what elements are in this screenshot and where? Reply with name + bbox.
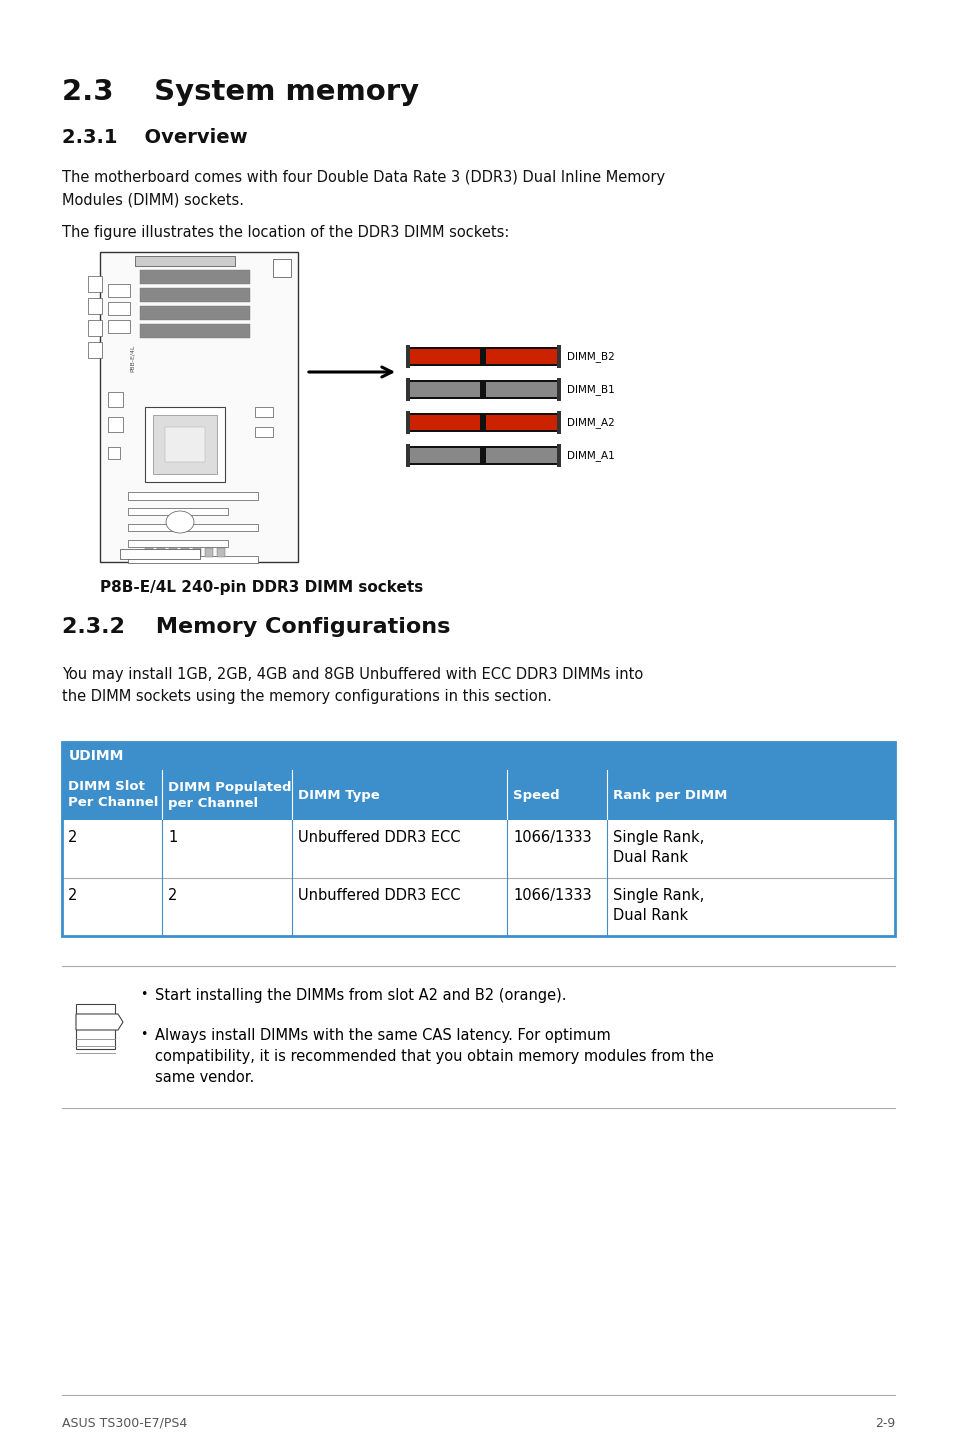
Bar bbox=[62, 769, 894, 820]
Bar bbox=[120, 549, 200, 559]
Bar bbox=[140, 270, 250, 283]
Bar bbox=[406, 378, 410, 401]
Text: Start installing the DIMMs from slot A2 and B2 (orange).: Start installing the DIMMs from slot A2 … bbox=[154, 988, 566, 1002]
Text: 2: 2 bbox=[168, 889, 177, 903]
Bar bbox=[557, 378, 560, 401]
Bar bbox=[135, 256, 234, 266]
Text: 2.3.1    Overview: 2.3.1 Overview bbox=[62, 128, 248, 147]
Text: The motherboard comes with four Double Data Rate 3 (DDR3) Dual Inline Memory
Mod: The motherboard comes with four Double D… bbox=[62, 170, 664, 207]
Bar bbox=[108, 447, 120, 459]
Bar bbox=[88, 321, 102, 336]
Text: Unbuffered DDR3 ECC: Unbuffered DDR3 ECC bbox=[297, 830, 460, 846]
Polygon shape bbox=[76, 1014, 123, 1030]
Bar bbox=[406, 413, 560, 431]
Text: You may install 1GB, 2GB, 4GB and 8GB Unbuffered with ECC DDR3 DIMMs into
the DI: You may install 1GB, 2GB, 4GB and 8GB Un… bbox=[62, 667, 642, 705]
Bar bbox=[88, 276, 102, 292]
Text: Single Rank,
Dual Rank: Single Rank, Dual Rank bbox=[613, 830, 703, 864]
Text: ASUS TS300-E7/PS4: ASUS TS300-E7/PS4 bbox=[62, 1416, 187, 1429]
Bar bbox=[145, 548, 152, 557]
Text: DIMM_A2: DIMM_A2 bbox=[566, 417, 614, 429]
Bar bbox=[152, 416, 216, 475]
Bar bbox=[100, 252, 297, 562]
Bar bbox=[557, 444, 560, 467]
Text: Single Rank,
Dual Rank: Single Rank, Dual Rank bbox=[613, 889, 703, 923]
Text: Unbuffered DDR3 ECC: Unbuffered DDR3 ECC bbox=[297, 889, 460, 903]
Text: 2: 2 bbox=[68, 830, 77, 846]
Bar bbox=[406, 380, 560, 398]
Text: P8B-E/4L: P8B-E/4L bbox=[130, 345, 134, 372]
Bar bbox=[408, 383, 558, 397]
Bar bbox=[205, 548, 213, 557]
Bar bbox=[140, 288, 250, 302]
Bar bbox=[181, 548, 189, 557]
Bar bbox=[128, 523, 257, 531]
Bar bbox=[145, 407, 225, 482]
Bar bbox=[406, 411, 410, 434]
Bar bbox=[406, 446, 560, 464]
Bar bbox=[479, 381, 485, 398]
Text: DIMM Populated
per Channel: DIMM Populated per Channel bbox=[168, 781, 292, 810]
Ellipse shape bbox=[166, 510, 193, 533]
Bar bbox=[140, 324, 250, 338]
Text: The figure illustrates the location of the DDR3 DIMM sockets:: The figure illustrates the location of t… bbox=[62, 224, 509, 240]
Bar bbox=[140, 306, 250, 321]
Bar bbox=[557, 345, 560, 368]
Text: 2.3.2    Memory Configurations: 2.3.2 Memory Configurations bbox=[62, 617, 450, 637]
Bar bbox=[157, 548, 165, 557]
Bar bbox=[408, 449, 558, 463]
Text: Speed: Speed bbox=[513, 788, 559, 801]
Bar bbox=[62, 742, 894, 769]
Text: Always install DIMMs with the same CAS latency. For optimum
compatibility, it is: Always install DIMMs with the same CAS l… bbox=[154, 1028, 713, 1086]
Bar bbox=[193, 548, 201, 557]
Bar bbox=[62, 742, 894, 936]
Bar bbox=[128, 492, 257, 500]
Bar bbox=[108, 283, 130, 298]
Text: DIMM_B2: DIMM_B2 bbox=[566, 351, 614, 362]
Text: 2.3    System memory: 2.3 System memory bbox=[62, 78, 418, 106]
Text: DIMM Slot
Per Channel: DIMM Slot Per Channel bbox=[68, 781, 158, 810]
Text: UDIMM: UDIMM bbox=[69, 749, 124, 764]
Bar bbox=[408, 349, 558, 364]
Bar bbox=[88, 298, 102, 313]
Bar bbox=[408, 416, 558, 430]
Bar bbox=[406, 347, 560, 367]
Bar bbox=[128, 557, 257, 564]
Text: DIMM_B1: DIMM_B1 bbox=[566, 384, 614, 395]
Bar bbox=[108, 321, 130, 334]
Text: DIMM_A1: DIMM_A1 bbox=[566, 450, 614, 462]
Text: 2: 2 bbox=[68, 889, 77, 903]
Bar bbox=[557, 411, 560, 434]
Bar bbox=[128, 508, 228, 515]
Bar bbox=[479, 447, 485, 464]
Bar bbox=[62, 879, 894, 936]
Bar bbox=[128, 541, 228, 546]
Text: 1066/1333: 1066/1333 bbox=[513, 830, 591, 846]
Bar bbox=[406, 345, 410, 368]
Bar bbox=[62, 820, 894, 879]
Bar bbox=[216, 548, 225, 557]
Bar bbox=[165, 427, 205, 462]
Bar bbox=[88, 342, 102, 358]
Bar bbox=[254, 407, 273, 417]
Bar bbox=[108, 417, 123, 431]
Bar bbox=[479, 414, 485, 431]
Text: P8B-E/4L 240-pin DDR3 DIMM sockets: P8B-E/4L 240-pin DDR3 DIMM sockets bbox=[100, 580, 423, 595]
Text: •: • bbox=[140, 1028, 147, 1041]
Text: Rank per DIMM: Rank per DIMM bbox=[613, 788, 726, 801]
Text: 2-9: 2-9 bbox=[874, 1416, 894, 1429]
Text: •: • bbox=[140, 988, 147, 1001]
Bar bbox=[108, 393, 123, 407]
Bar bbox=[406, 444, 410, 467]
Text: 1066/1333: 1066/1333 bbox=[513, 889, 591, 903]
Bar bbox=[273, 259, 291, 278]
Bar bbox=[169, 548, 177, 557]
FancyArrowPatch shape bbox=[309, 367, 392, 377]
Text: DIMM Type: DIMM Type bbox=[297, 788, 379, 801]
Bar bbox=[479, 348, 485, 365]
Bar bbox=[76, 1004, 115, 1048]
Bar bbox=[254, 427, 273, 437]
Bar bbox=[108, 302, 130, 315]
Text: 1: 1 bbox=[168, 830, 177, 846]
